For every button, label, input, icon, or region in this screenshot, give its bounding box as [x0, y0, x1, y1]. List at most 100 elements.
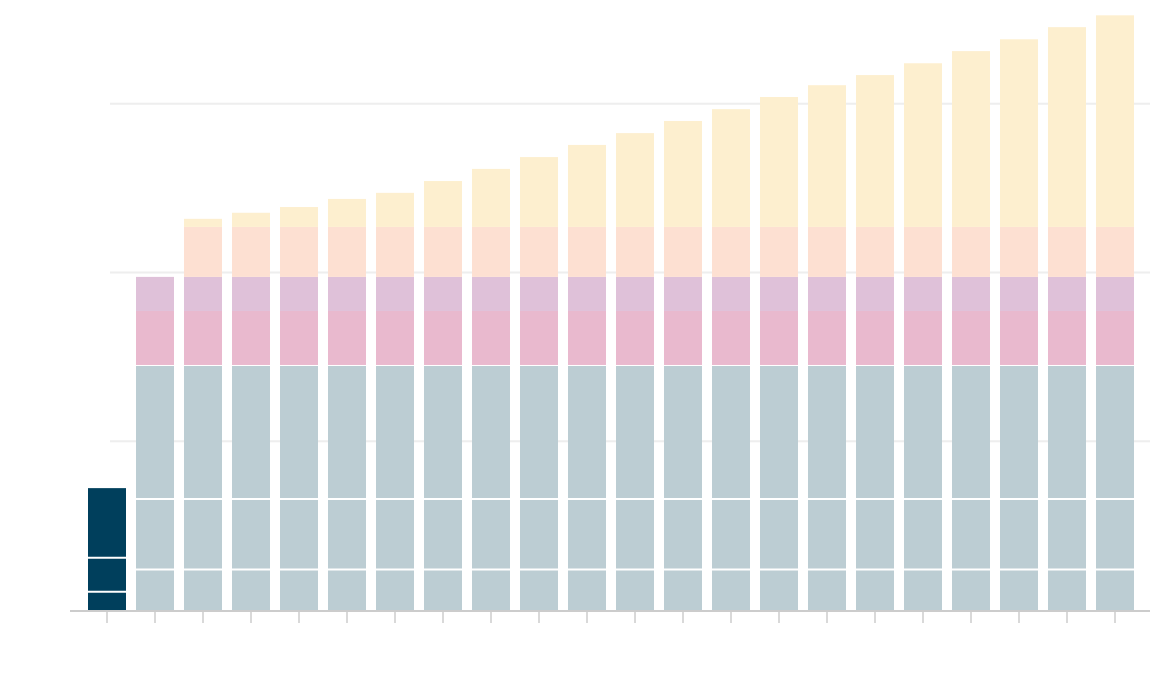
bar-segment-17-series-6 — [856, 75, 894, 227]
bar-segment-11-series-2 — [568, 364, 606, 610]
bar-segment-12-series-4 — [616, 276, 654, 311]
bar-segment-14-series-2 — [712, 364, 750, 610]
bar-segment-18-series-4 — [904, 276, 942, 311]
bar-segment-14-series-4 — [712, 276, 750, 311]
bar-segment-15-series-4 — [760, 276, 798, 311]
bar-segment-8-series-6 — [424, 181, 462, 227]
bar-segment-15-series-5 — [760, 226, 798, 277]
bar-segment-4-series-5 — [232, 226, 270, 277]
bar-segment-5-series-4 — [280, 276, 318, 311]
bar-segment-10-series-6 — [520, 157, 558, 227]
bar-segment-20-series-4 — [1000, 276, 1038, 311]
bar-segment-10-series-3 — [520, 310, 558, 365]
bar-segment-22-series-6 — [1096, 15, 1134, 227]
bar-segment-15-series-3 — [760, 310, 798, 365]
bar-segment-8-series-5 — [424, 226, 462, 277]
bar-segment-2-series-4 — [136, 276, 174, 311]
bar-segment-19-series-2 — [952, 364, 990, 610]
bar-segment-6-series-5 — [328, 226, 366, 277]
bar-segment-3-series-5 — [184, 226, 222, 277]
bar-segment-20-series-3 — [1000, 310, 1038, 365]
bar-segment-14-series-6 — [712, 109, 750, 227]
bar-segment-21-series-3 — [1048, 310, 1086, 365]
bar-segment-8-series-2 — [424, 364, 462, 610]
bar-segment-22-series-3 — [1096, 310, 1134, 365]
bar-segment-7-series-6 — [376, 192, 414, 227]
bar-segment-3-series-6 — [184, 218, 222, 227]
bar-segment-7-series-2 — [376, 364, 414, 610]
bar-segment-17-series-5 — [856, 226, 894, 277]
bar-segment-9-series-3 — [472, 310, 510, 365]
bar-segment-21-series-6 — [1048, 27, 1086, 227]
bar-segment-16-series-3 — [808, 310, 846, 365]
bar-segment-18-series-6 — [904, 63, 942, 227]
bar-segment-1-series-1 — [88, 487, 126, 610]
bar-segment-9-series-2 — [472, 364, 510, 610]
bar-segment-19-series-5 — [952, 226, 990, 277]
bar-segment-12-series-5 — [616, 226, 654, 277]
bar-segment-16-series-4 — [808, 276, 846, 311]
bar-segment-17-series-3 — [856, 310, 894, 365]
bar-segment-9-series-4 — [472, 276, 510, 311]
bar-segment-15-series-2 — [760, 364, 798, 610]
bar-segment-22-series-4 — [1096, 276, 1134, 311]
bar-segment-21-series-4 — [1048, 276, 1086, 311]
bar-segment-8-series-4 — [424, 276, 462, 311]
bar-segment-18-series-2 — [904, 364, 942, 610]
bar-segment-5-series-3 — [280, 310, 318, 365]
bar-segment-7-series-3 — [376, 310, 414, 365]
bar-segment-21-series-5 — [1048, 226, 1086, 277]
bar-segment-9-series-6 — [472, 168, 510, 227]
bar-segment-3-series-4 — [184, 276, 222, 311]
bar-segment-13-series-5 — [664, 226, 702, 277]
bar-segment-3-series-2 — [184, 364, 222, 610]
bar-segment-7-series-5 — [376, 226, 414, 277]
bar-segment-12-series-3 — [616, 310, 654, 365]
bar-segment-10-series-5 — [520, 226, 558, 277]
bar-segment-6-series-6 — [328, 198, 366, 227]
bar-segment-8-series-3 — [424, 310, 462, 365]
bar-segment-5-series-2 — [280, 364, 318, 610]
bar-segment-4-series-3 — [232, 310, 270, 365]
bar-segment-16-series-5 — [808, 226, 846, 277]
bar-segment-18-series-5 — [904, 226, 942, 277]
bar-segment-20-series-5 — [1000, 226, 1038, 277]
bar-segment-4-series-6 — [232, 212, 270, 227]
bar-segment-12-series-6 — [616, 133, 654, 227]
bar-segment-21-series-2 — [1048, 364, 1086, 610]
bar-segment-10-series-4 — [520, 276, 558, 311]
bar-segment-5-series-6 — [280, 207, 318, 227]
bar-segment-16-series-6 — [808, 85, 846, 227]
bar-segment-6-series-2 — [328, 364, 366, 610]
x-axis — [70, 610, 1150, 623]
bars — [88, 15, 1134, 610]
bar-segment-3-series-3 — [184, 310, 222, 365]
bar-segment-14-series-5 — [712, 226, 750, 277]
bar-segment-13-series-6 — [664, 120, 702, 227]
bar-segment-19-series-3 — [952, 310, 990, 365]
bar-segment-5-series-5 — [280, 226, 318, 277]
bar-segment-6-series-4 — [328, 276, 366, 311]
bar-segment-13-series-4 — [664, 276, 702, 311]
bar-segment-15-series-6 — [760, 97, 798, 227]
bar-segment-17-series-4 — [856, 276, 894, 311]
bar-segment-13-series-2 — [664, 364, 702, 610]
bar-segment-4-series-2 — [232, 364, 270, 610]
bar-segment-2-series-3 — [136, 310, 174, 365]
bar-segment-11-series-3 — [568, 310, 606, 365]
bar-segment-6-series-3 — [328, 310, 366, 365]
bar-segment-16-series-2 — [808, 364, 846, 610]
bar-segment-10-series-2 — [520, 364, 558, 610]
bar-segment-20-series-6 — [1000, 39, 1038, 227]
bar-segment-22-series-5 — [1096, 226, 1134, 277]
bar-segment-20-series-2 — [1000, 364, 1038, 610]
bar-segment-2-series-2 — [136, 364, 174, 610]
bar-segment-11-series-4 — [568, 276, 606, 311]
bar-segment-19-series-6 — [952, 51, 990, 227]
bar-segment-17-series-2 — [856, 364, 894, 610]
bar-segment-4-series-4 — [232, 276, 270, 311]
bar-segment-14-series-3 — [712, 310, 750, 365]
bar-segment-9-series-5 — [472, 226, 510, 277]
bar-segment-7-series-4 — [376, 276, 414, 311]
